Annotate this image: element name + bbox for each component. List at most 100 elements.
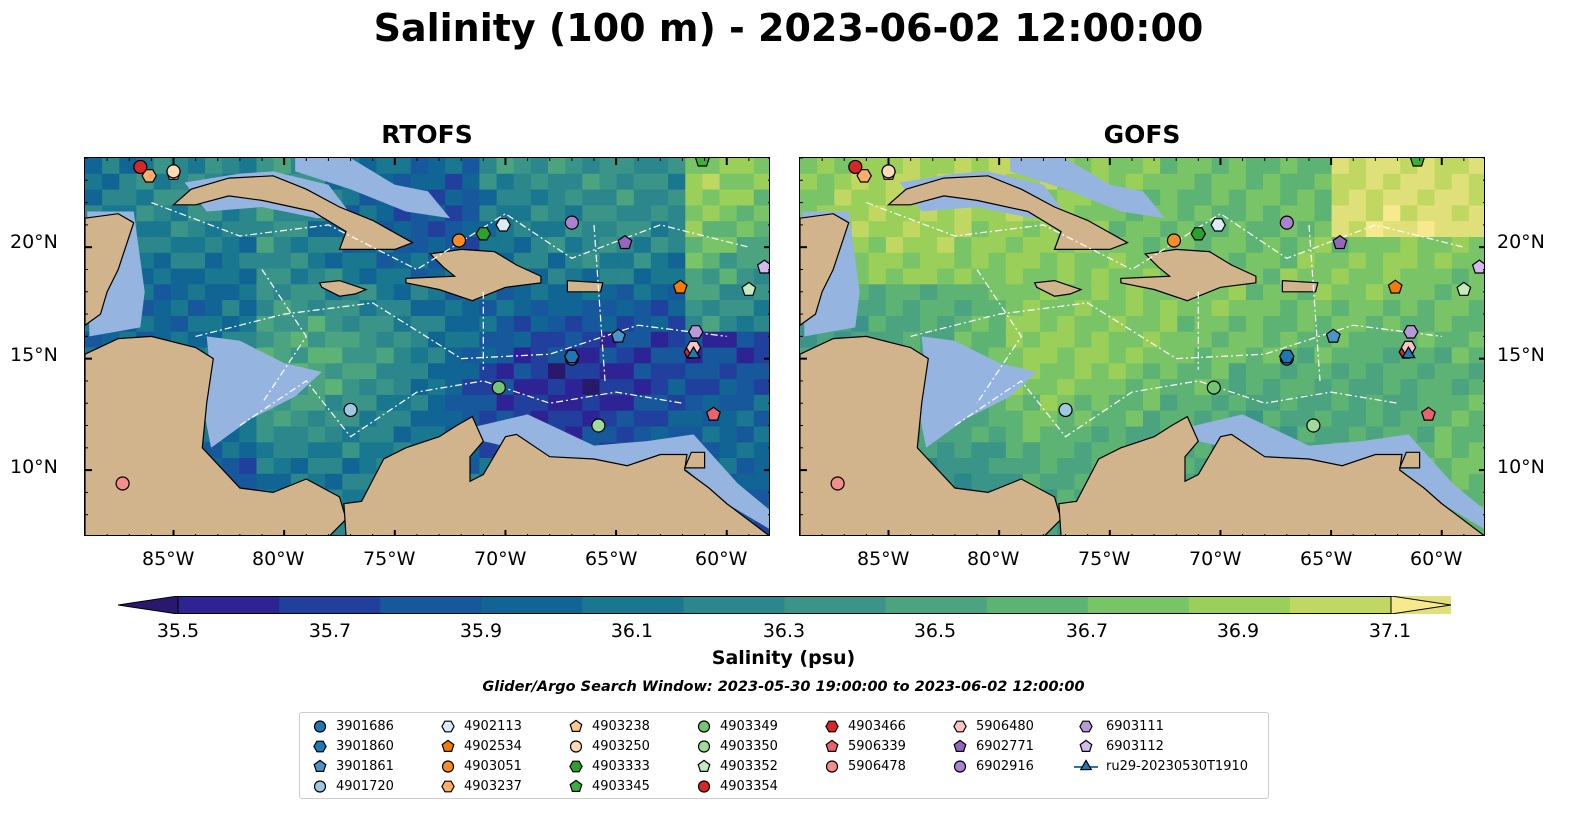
legend-marker-icon: [569, 740, 583, 753]
legend-marker-icon: [697, 759, 711, 772]
legend-item: 4901720: [312, 776, 394, 796]
float-marker-6902916: [1279, 215, 1294, 230]
legend-item: 5906478: [824, 756, 906, 776]
colorbar-tick-label: 35.5: [156, 620, 200, 642]
legend-label: 3901860: [336, 738, 394, 754]
legend-label: 3901686: [336, 718, 394, 734]
legend-symbol: [569, 740, 583, 753]
x-tick-label: 85°W: [142, 548, 195, 570]
land-jamaica: [318, 279, 368, 297]
eez-boundary: [976, 269, 1023, 404]
legend-symbol: [569, 719, 583, 732]
float-marker-4903350: [591, 418, 606, 433]
legend-symbol: [697, 759, 711, 772]
rtofs-salinity-map: [84, 157, 770, 536]
legend-symbol: [825, 720, 839, 733]
colorbar-extend-low: [118, 596, 179, 614]
legend-symbol: [313, 720, 327, 733]
legend-label: 4903349: [720, 718, 778, 734]
legend-item: 4903350: [696, 736, 778, 756]
legend-item: 4903238: [568, 716, 650, 736]
legend-label: 4902534: [464, 738, 522, 754]
land-southAmerica: [1058, 415, 1484, 535]
x-tick-label: 65°W: [1300, 548, 1353, 570]
float-marker-5906478: [115, 476, 130, 491]
shelf-venShelf: [461, 414, 769, 529]
float-marker-4901720: [1058, 402, 1073, 418]
legend-symbol: [697, 780, 711, 793]
eez-boundary: [1308, 224, 1321, 381]
legend-symbol: [953, 760, 967, 773]
legend-label: ru29-20230530T1910: [1106, 758, 1249, 774]
legend-marker-icon: [1074, 759, 1098, 771]
panel-title-gofs: GOFS: [1103, 120, 1181, 149]
legend-symbol: [313, 740, 327, 753]
colorbar-segment: [683, 596, 785, 614]
float-marker-6903112: [756, 259, 769, 274]
legend-item: 6902771: [952, 736, 1034, 756]
legend-item: 5906480: [952, 716, 1034, 736]
x-tick-label: 75°W: [363, 548, 416, 570]
colorbar-segment: [279, 596, 381, 614]
legend-symbol: [441, 720, 455, 733]
legend-marker-icon: [569, 760, 583, 773]
float-marker-4903354: [848, 159, 863, 175]
colorbar-segment: [1289, 596, 1392, 614]
y-tick-label: 10°N: [1497, 456, 1545, 478]
float-marker-4903333: [1190, 227, 1207, 241]
legend-item: 6903112: [1074, 736, 1164, 756]
x-tick-label: 70°W: [1189, 548, 1242, 570]
legend-symbol: [441, 780, 455, 793]
float-marker-3901860: [564, 349, 580, 364]
x-tick-label: 60°W: [1410, 548, 1463, 570]
colorbar-segment: [481, 596, 583, 614]
legend-label: 4903350: [720, 738, 778, 754]
float-marker-4903051: [451, 233, 467, 248]
legend-label: 4903237: [464, 778, 522, 794]
x-tick-label: 75°W: [1078, 548, 1131, 570]
colorbar-tick-label: 35.9: [459, 620, 503, 642]
legend-marker-icon: [441, 720, 455, 733]
colorbar-title: Salinity (psu): [711, 647, 856, 669]
land-southAmerica: [343, 415, 769, 535]
eez-boundary: [195, 302, 727, 360]
figure-title: Salinity (100 m) - 2023-06-02 12:00:00: [373, 6, 1204, 50]
shelf-nicaraguaRise: [917, 336, 1037, 448]
eez-boundary: [593, 224, 606, 381]
legend-marker-icon: [313, 740, 327, 753]
legend-marker-icon: [569, 779, 583, 792]
colorbar-frame: [177, 596, 1392, 614]
shelf-venShelf: [1176, 414, 1484, 529]
legend-symbol: [441, 760, 455, 773]
legend-label: 4903238: [592, 718, 650, 734]
x-tick-label: 80°W: [252, 548, 305, 570]
legend-marker-icon: [313, 780, 327, 793]
legend-item: 4903352: [696, 756, 778, 776]
legend-label: 3901861: [336, 758, 394, 774]
legend-marker-icon: [1079, 739, 1093, 752]
shelf-bahamas: [1010, 158, 1166, 219]
float-marker-6902916: [564, 215, 579, 230]
legend-item: 4903349: [696, 716, 778, 736]
colorbar-segment: [986, 596, 1089, 614]
legend-marker-icon: [953, 760, 967, 773]
legend-symbol: [1079, 759, 1093, 771]
legend-symbol: [697, 720, 711, 733]
legend-marker-icon: [953, 720, 967, 733]
search-window-caption: Glider/Argo Search Window: 2023-05-30 19…: [482, 679, 1085, 695]
legend-label: 5906339: [848, 738, 906, 754]
legend-symbol: [697, 740, 711, 753]
float-marker-5906339: [705, 406, 721, 421]
legend-label: 4903333: [592, 758, 650, 774]
legend-label: 6902916: [976, 758, 1034, 774]
legend-marker-icon: [825, 720, 839, 733]
y-tick-label: 10°N: [10, 456, 58, 478]
float-marker-6903112: [1471, 259, 1484, 274]
float-marker-4903333: [475, 227, 492, 241]
colorbar-tick-label: 36.5: [913, 620, 957, 642]
legend-symbol: [825, 760, 839, 773]
y-tick-label: 20°N: [10, 231, 58, 253]
x-tick-label: 60°W: [695, 548, 748, 570]
land-yucatan: [85, 213, 135, 326]
colorbar-segment: [582, 596, 684, 614]
